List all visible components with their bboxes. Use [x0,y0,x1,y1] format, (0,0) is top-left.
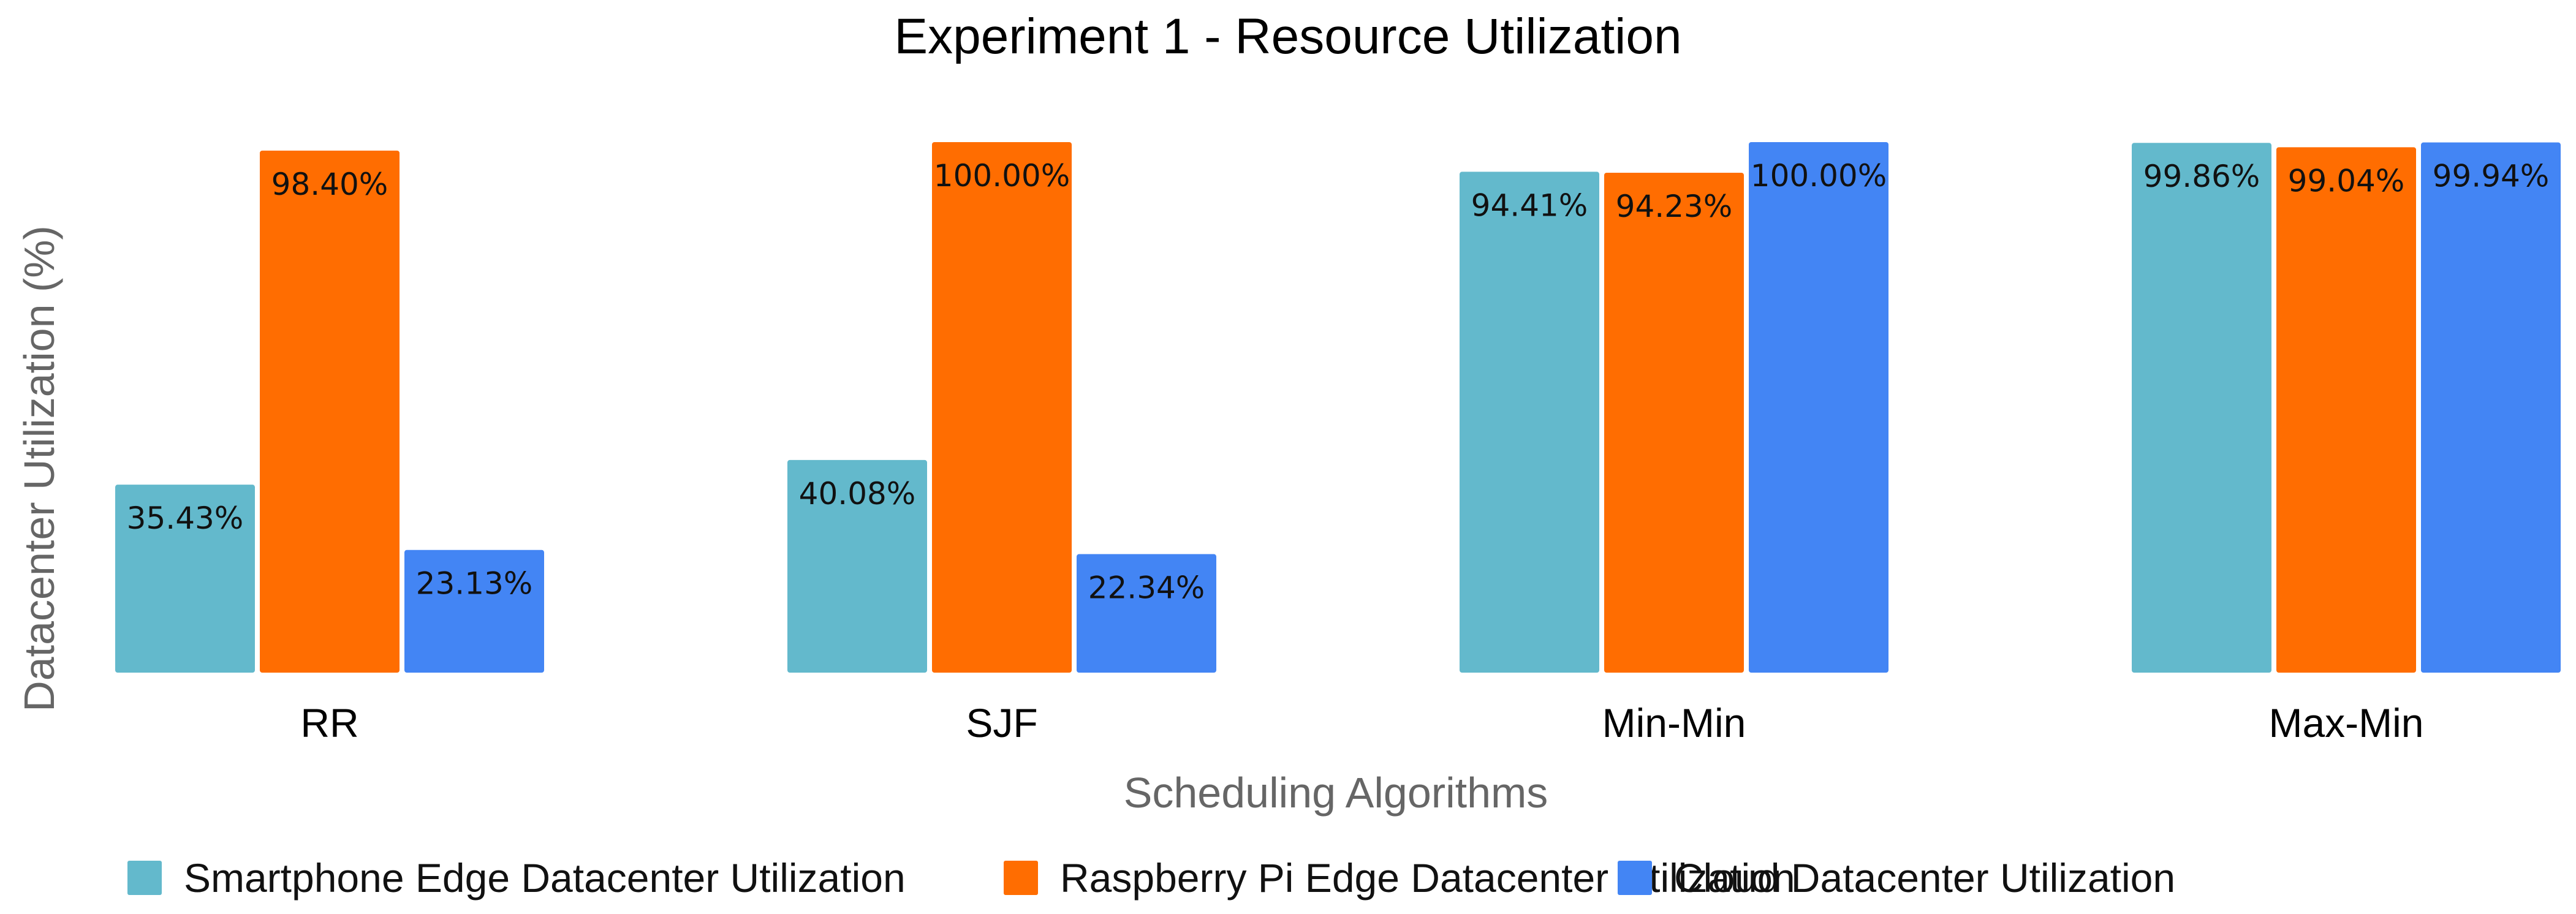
y-axis-label: Datacenter Utilization (%) [15,225,63,712]
data-label-max-min-series-3: 99.94% [2433,159,2550,194]
bar-max-min-series-3 [2421,142,2561,673]
bar-min-min-series-1 [1460,172,1599,673]
bar-rr-series-3 [404,550,544,673]
bar-sjf-series-2 [932,142,1072,673]
bar-sjf-series-3 [1077,554,1216,673]
bar-max-min-series-1 [2132,143,2271,673]
data-label-sjf-series-2: 100.00% [934,158,1070,194]
data-label-min-min-series-2: 94.23% [1616,189,1733,224]
legend-label-3: Cloud Datacenter Utilization [1674,855,2175,901]
data-label-sjf-series-1: 40.08% [799,476,916,512]
legend-swatch-1 [127,861,162,895]
bar-rr-series-1 [115,485,255,673]
data-label-rr-series-1: 35.43% [127,500,244,536]
bar-sjf-series-1 [787,459,927,673]
bar-rr-series-2 [260,150,400,673]
data-label-max-min-series-1: 99.86% [2143,159,2260,194]
bar-max-min-series-2 [2276,147,2416,673]
x-tick-label: Min-Min [1602,700,1746,746]
legend-swatch-3 [1618,861,1652,895]
x-tick-labels: RR SJF Min-Min Max-Min [300,700,2423,746]
bar-min-min-series-3 [1749,142,1888,673]
legend-label-2: Raspberry Pi Edge Datacenter Utilization [1060,855,1795,901]
legend-label-1: Smartphone Edge Datacenter Utilization [184,855,906,901]
bar-plot-area: 35.43% 98.40% 23.13% 40.08% 100.00% 22.34% 94.… [115,142,2561,673]
data-label-rr-series-3: 23.13% [416,566,533,602]
legend: Smartphone Edge Datacenter Utilization Ra… [127,855,2175,901]
legend-swatch-2 [1004,861,1038,895]
bar-min-min-series-2 [1604,172,1744,673]
data-label-sjf-series-3: 22.34% [1088,570,1205,606]
data-label-max-min-series-2: 99.04% [2288,163,2405,198]
x-tick-label: SJF [966,700,1037,746]
data-label-min-min-series-3: 100.00% [1751,158,1887,194]
data-label-min-min-series-1: 94.41% [1471,187,1588,223]
x-tick-label: RR [300,700,358,746]
data-label-rr-series-2: 98.40% [271,167,388,202]
x-tick-label: Max-Min [2268,700,2423,746]
x-axis-label: Scheduling Algorithms [1124,769,1548,817]
chart-title: Experiment 1 - Resource Utilization [894,9,1681,64]
